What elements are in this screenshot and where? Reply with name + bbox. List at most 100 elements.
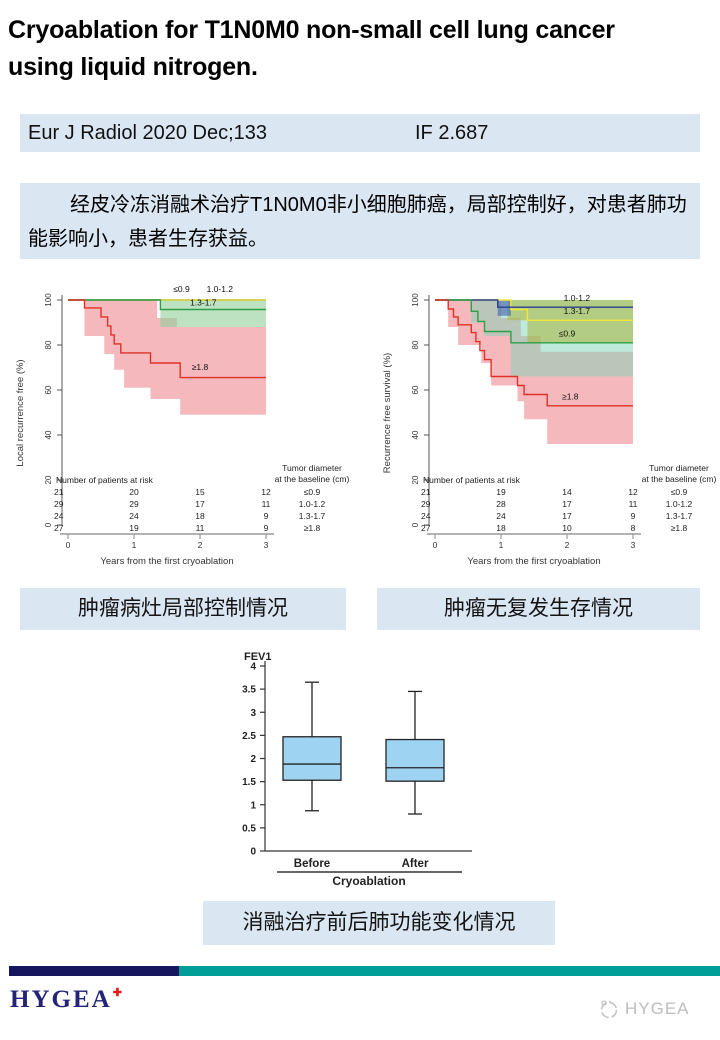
- summary-text: 经皮冷冻消融术治疗T1N0M0非小细胞肺癌，局部控制好，对患者肺功能影响小，患者…: [28, 194, 687, 250]
- hygea-logo-text: HYGEA: [10, 986, 112, 1013]
- fev1-boxplot-chart: FEV1 0 0.5 1 1.5 2 2.5 3 3.5 4 Before After Cryoabla…: [242, 651, 472, 888]
- y-tick-label: 20: [44, 475, 53, 484]
- legend-entry: 1.0-1.2: [299, 499, 326, 509]
- km-series-line: [435, 299, 633, 407]
- legend-entry: ≥1.8: [304, 523, 321, 533]
- y-tick-label: 1.5: [242, 777, 256, 788]
- x-tick-label: 2: [565, 540, 570, 550]
- boxplot: FEV1 0 0.5 1 1.5 2 2.5 3 3.5 4 Before After Cryoabla…: [242, 651, 472, 888]
- ci-band: [84, 300, 266, 415]
- y-tick-label: 0: [44, 522, 53, 527]
- caption-recurrence-free-survival: 肿瘤无复发生存情况: [377, 588, 700, 630]
- ci-band: [507, 300, 633, 343]
- risk-count: 15: [195, 487, 205, 497]
- risk-count: 24: [421, 511, 431, 521]
- y-tick-label: 3.5: [242, 685, 256, 696]
- risk-count: 24: [54, 511, 64, 521]
- hygea-watermark: HYGEA: [598, 998, 690, 1020]
- risk-table-header: Number of patients at risk: [423, 475, 521, 485]
- y-tick-label: 40: [411, 430, 420, 439]
- x-axis-label: Years from the first cryoablation: [467, 556, 600, 567]
- x-tick-label: 3: [631, 540, 636, 550]
- risk-count: 20: [129, 487, 139, 497]
- journal-citation: Eur J Radiol 2020 Dec;133: [28, 122, 268, 144]
- risk-count: 27: [421, 523, 431, 533]
- risk-count: 18: [195, 511, 205, 521]
- hygea-logo: HYGEA✚: [10, 986, 124, 1014]
- risk-count: 29: [129, 499, 139, 509]
- risk-count: 12: [261, 487, 271, 497]
- footer-bar-teal: [179, 966, 720, 976]
- legend-entry: 1.3-1.7: [666, 511, 693, 521]
- risk-count: 10: [562, 523, 572, 533]
- x-tick-label: 1: [499, 540, 504, 550]
- risk-count: 17: [562, 499, 572, 509]
- footer-bar-navy: [9, 966, 179, 976]
- x-tick-label: 1: [132, 540, 137, 550]
- km-series-label: 1.0-1.2: [564, 293, 591, 303]
- x-tick-label: 0: [66, 540, 71, 550]
- y-axis-label: Recurrence free survival (%): [382, 353, 393, 473]
- y-tick-label: 2: [250, 754, 256, 765]
- y-tick-label: 100: [411, 293, 420, 307]
- y-tick-label: 20: [411, 475, 420, 484]
- risk-count: 24: [496, 511, 506, 521]
- group-label: Cryoablation: [332, 874, 405, 888]
- risk-count: 21: [421, 487, 431, 497]
- legend-entry: ≤0.9: [671, 487, 688, 497]
- y-tick-label: 100: [44, 293, 53, 307]
- risk-count: 18: [496, 523, 506, 533]
- category-label: After: [402, 858, 429, 870]
- y-tick-label: 0: [411, 522, 420, 527]
- y-tick-label: 1: [250, 800, 256, 811]
- km-series-line: [68, 299, 266, 311]
- risk-count: 11: [196, 523, 205, 533]
- risk-count: 14: [562, 487, 572, 497]
- km-series-label: 1.3-1.7: [564, 306, 591, 316]
- page-title: Cryoablation for T1N0M0 non-small cell l…: [8, 16, 615, 81]
- risk-table-header: Number of patients at risk: [56, 475, 154, 485]
- risk-count: 11: [629, 499, 638, 509]
- y-axis-label: Local recurrence free (%): [15, 359, 26, 466]
- y-tick-label: 80: [411, 340, 420, 349]
- category-label: Before: [294, 858, 330, 870]
- ci-band: [160, 300, 266, 327]
- km-series-line: [68, 299, 266, 379]
- box: [282, 736, 342, 781]
- risk-count: 11: [262, 499, 271, 509]
- legend-title: Tumor diameter: [282, 463, 342, 473]
- x-axis-label: Years from the first cryoablation: [100, 556, 233, 567]
- y-tick-label: 4: [250, 662, 256, 673]
- hygea-watermark-text: HYGEA: [625, 999, 690, 1018]
- risk-count: 19: [496, 487, 506, 497]
- km-series-label: 1.0-1.2: [207, 284, 234, 294]
- risk-count: 9: [631, 511, 636, 521]
- risk-count: 17: [195, 499, 205, 509]
- hygea-watermark-globe-icon: [600, 1000, 618, 1019]
- y-tick-label: 60: [411, 385, 420, 394]
- hygea-plus-icon: ✚: [112, 987, 124, 999]
- risk-count: 19: [129, 523, 139, 533]
- y-tick-label: 80: [44, 340, 53, 349]
- risk-count: 29: [421, 499, 431, 509]
- legend-entry: 1.0-1.2: [666, 499, 693, 509]
- risk-count: 21: [54, 487, 64, 497]
- x-tick-label: 3: [264, 540, 269, 550]
- risk-count: 12: [628, 487, 638, 497]
- y-tick-label: 60: [44, 385, 53, 394]
- legend-title: Tumor diameter: [649, 463, 709, 473]
- y-tick-label: 3: [250, 708, 256, 719]
- km-series-label: 1.3-1.7: [190, 297, 217, 307]
- risk-count: 9: [264, 511, 269, 521]
- y-tick-label: 0: [250, 847, 256, 858]
- x-tick-label: 2: [198, 540, 203, 550]
- impact-factor: IF 2.687: [415, 122, 489, 144]
- caption-lung-function: 消融治疗前后肺功能变化情况: [203, 901, 555, 945]
- x-tick-label: 0: [433, 540, 438, 550]
- legend-entry: ≥1.8: [671, 523, 688, 533]
- km-series-label: ≥1.8: [562, 391, 579, 401]
- legend-title: at the baseline (cm): [642, 474, 717, 484]
- km-series-line: [435, 299, 633, 344]
